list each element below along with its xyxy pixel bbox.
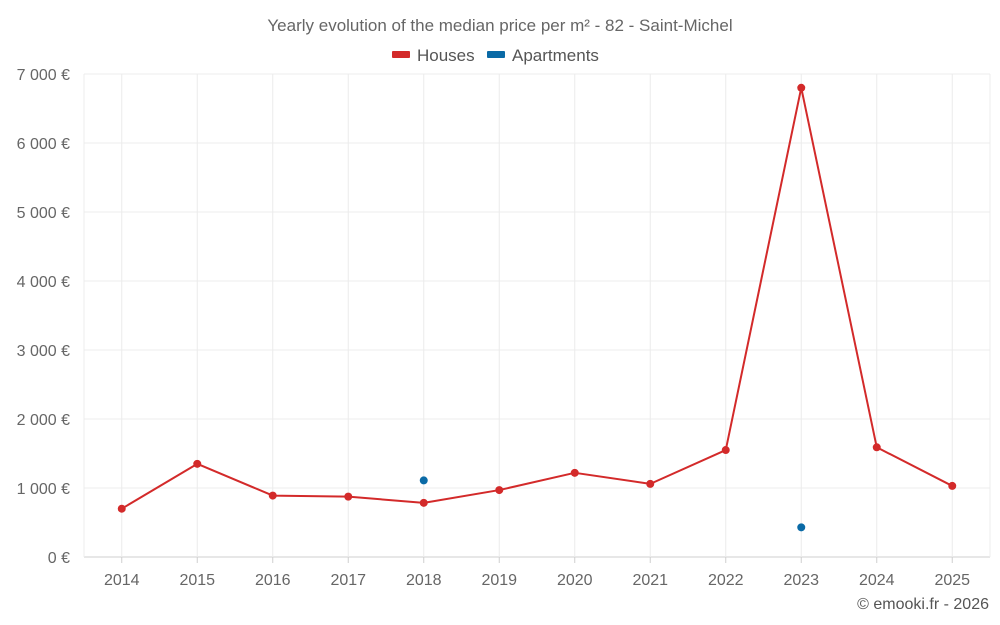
x-tick-label: 2014 <box>104 572 140 589</box>
y-tick-label: 2 000 € <box>17 412 70 429</box>
series-line-houses <box>121 86 953 510</box>
chart-title: Yearly evolution of the median price per… <box>267 16 732 35</box>
y-tick-label: 3 000 € <box>17 343 70 360</box>
legend-label-apartments: Apartments <box>512 46 599 65</box>
point-apartments-2023[interactable] <box>797 523 806 532</box>
point-houses-2018[interactable] <box>419 498 428 507</box>
y-tick-label: 6 000 € <box>17 136 70 153</box>
credit-text: © emooki.fr - 2026 <box>857 596 989 613</box>
legend-item-apartments[interactable]: Apartments <box>487 46 599 65</box>
legend-swatch-houses <box>392 51 410 58</box>
point-houses-2021[interactable] <box>646 479 655 488</box>
legend: Houses Apartments <box>392 46 599 65</box>
x-tick-label: 2017 <box>330 572 366 589</box>
x-tick-label: 2021 <box>632 572 668 589</box>
x-tick-label: 2016 <box>255 572 291 589</box>
y-tick-label: 1 000 € <box>17 481 70 498</box>
series-apartments <box>419 476 806 532</box>
y-tick-label: 4 000 € <box>17 274 70 291</box>
x-tick-label: 2015 <box>179 572 215 589</box>
point-houses-2020[interactable] <box>570 468 579 477</box>
point-houses-2015[interactable] <box>193 459 202 468</box>
point-houses-2014[interactable] <box>117 504 126 513</box>
y-tick-label: 7 000 € <box>17 67 70 84</box>
series-houses <box>117 83 957 513</box>
x-tick-label: 2020 <box>557 572 593 589</box>
y-tick-label: 5 000 € <box>17 205 70 222</box>
x-tick-label: 2018 <box>406 572 442 589</box>
point-houses-2025[interactable] <box>948 481 957 490</box>
x-tick-label: 2019 <box>481 572 517 589</box>
point-houses-2024[interactable] <box>872 443 881 452</box>
point-apartments-2018[interactable] <box>419 476 428 485</box>
x-tick-label: 2023 <box>783 572 819 589</box>
point-houses-2022[interactable] <box>721 446 730 455</box>
legend-label-houses: Houses <box>417 46 475 65</box>
point-houses-2016[interactable] <box>268 491 277 500</box>
x-tick-label: 2022 <box>708 572 744 589</box>
legend-swatch-apartments <box>487 51 505 58</box>
y-tick-label: 0 € <box>48 550 70 567</box>
x-tick-label: 2024 <box>859 572 895 589</box>
legend-item-houses[interactable]: Houses <box>392 46 475 65</box>
point-houses-2019[interactable] <box>495 486 504 495</box>
x-axis-ticks: 2014 2015 2016 2017 2018 2019 2020 2021 2022 2023… <box>104 557 970 589</box>
point-houses-2023[interactable] <box>797 83 806 92</box>
x-tick-label: 2025 <box>934 572 970 589</box>
grid <box>83 73 991 558</box>
point-houses-2017[interactable] <box>344 492 353 501</box>
y-axis-ticks: 0 € 1 000 € 2 000 € 3 000 € 4 000 € 5 000 € 6 … <box>17 67 70 567</box>
